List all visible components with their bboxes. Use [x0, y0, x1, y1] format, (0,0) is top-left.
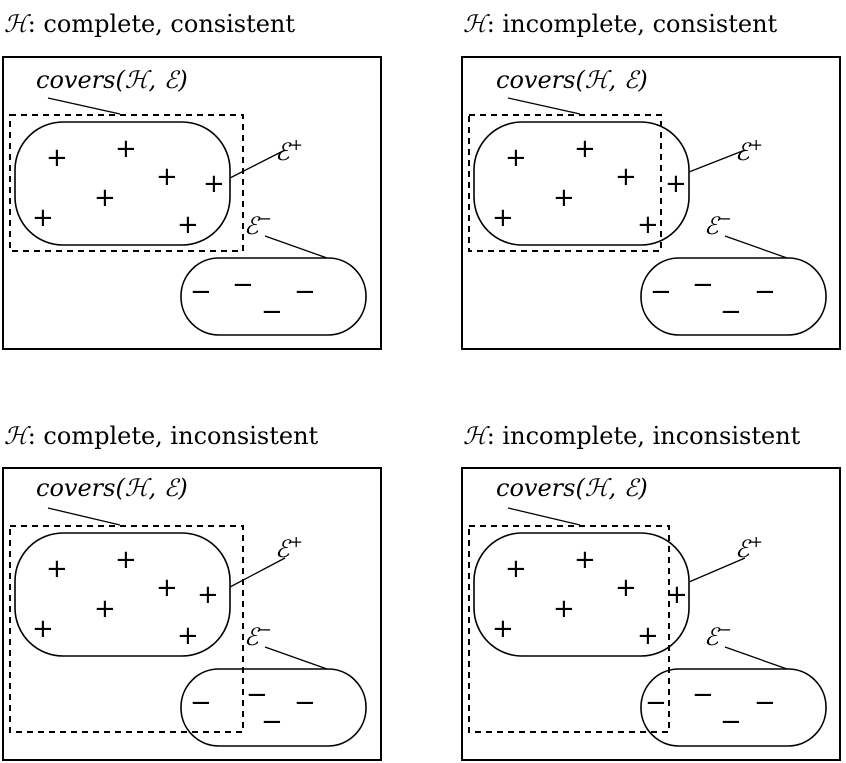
- covers-label: covers(ℋ, ℰ): [496, 66, 648, 94]
- negative-example: −: [645, 688, 667, 718]
- positive-example: +: [637, 210, 659, 240]
- positive-set-leader: [688, 149, 746, 173]
- negative-set-label: ℰ−: [704, 209, 732, 240]
- covers-leader: [507, 507, 581, 526]
- covers-leader: [47, 97, 121, 115]
- negative-example: −: [232, 270, 254, 300]
- positive-set-label: ℰ+: [275, 135, 303, 166]
- covers-region: [468, 114, 662, 252]
- panel-frame: [2, 56, 382, 350]
- negative-set-leader: [264, 646, 328, 670]
- negative-set-leader: [724, 646, 788, 670]
- panel-title: ℋ: complete, consistent: [4, 10, 295, 38]
- positive-set-leader: [229, 149, 286, 179]
- negative-set-label: ℰ−: [244, 620, 272, 651]
- covers-region: [9, 114, 244, 252]
- negative-set-leader: [724, 235, 788, 259]
- negative-example: −: [754, 688, 776, 718]
- positive-example: +: [492, 203, 514, 233]
- panel-incomplete-consistent: ℋ: incomplete, consistent covers(ℋ, ℰ) ℰ…: [461, 10, 841, 350]
- negative-example: −: [720, 297, 742, 327]
- covers-leader: [47, 507, 121, 526]
- positive-example: +: [32, 203, 54, 233]
- covers-leader: [507, 97, 581, 115]
- positive-example: +: [505, 554, 527, 584]
- positive-example: +: [553, 183, 575, 213]
- positive-example: +: [666, 580, 688, 610]
- negative-example: −: [720, 707, 742, 737]
- panel-incomplete-inconsistent: ℋ: incomplete, inconsistent covers(ℋ, ℰ)…: [461, 422, 841, 761]
- positive-set-label: ℰ+: [735, 135, 763, 166]
- positive-set-leader: [688, 557, 746, 583]
- negative-example: −: [190, 688, 212, 718]
- negative-example: −: [190, 277, 212, 307]
- covers-label: covers(ℋ, ℰ): [496, 474, 648, 502]
- positive-example: +: [615, 162, 637, 192]
- positive-set-label: ℰ+: [275, 532, 303, 563]
- negative-example: −: [261, 707, 283, 737]
- covers-region: [468, 525, 670, 733]
- positive-example: +: [115, 134, 137, 164]
- positive-example: +: [574, 545, 596, 575]
- negative-example: −: [246, 680, 268, 710]
- positive-example: +: [94, 183, 116, 213]
- positive-example: +: [156, 573, 178, 603]
- negative-example: −: [754, 277, 776, 307]
- positive-examples-set: [473, 532, 690, 657]
- positive-example: +: [553, 594, 575, 624]
- positive-example: +: [46, 143, 68, 173]
- positive-example: +: [574, 134, 596, 164]
- positive-set-leader: [229, 557, 286, 588]
- positive-example: +: [156, 162, 178, 192]
- negative-example: −: [294, 277, 316, 307]
- covers-label: covers(ℋ, ℰ): [36, 474, 188, 502]
- positive-examples-set: [473, 121, 690, 246]
- negative-examples-set: [180, 668, 367, 747]
- negative-examples-set: [640, 257, 827, 336]
- negative-example: −: [692, 680, 714, 710]
- negative-set-label: ℰ−: [244, 209, 272, 240]
- panel-frame: [461, 467, 841, 761]
- panel-frame: [2, 467, 382, 761]
- positive-example: +: [46, 554, 68, 584]
- panel-title: ℋ: incomplete, consistent: [463, 10, 778, 38]
- positive-set-label: ℰ+: [735, 532, 763, 563]
- positive-example: +: [177, 621, 199, 651]
- positive-examples-set: [14, 121, 231, 246]
- positive-example: +: [637, 621, 659, 651]
- negative-set-label: ℰ−: [704, 620, 732, 651]
- positive-example: +: [203, 169, 225, 199]
- positive-example: +: [115, 545, 137, 575]
- panel-frame: [461, 56, 841, 350]
- covers-region: [9, 525, 244, 733]
- positive-example: +: [32, 614, 54, 644]
- negative-examples-set: [180, 257, 367, 336]
- positive-example: +: [492, 614, 514, 644]
- panel-title: ℋ: incomplete, inconsistent: [463, 422, 801, 450]
- negative-example: −: [650, 277, 672, 307]
- negative-example: −: [692, 270, 714, 300]
- positive-example: +: [94, 594, 116, 624]
- negative-examples-set: [640, 668, 827, 747]
- positive-example: +: [197, 580, 219, 610]
- panel-complete-inconsistent: ℋ: complete, inconsistent covers(ℋ, ℰ) ℰ…: [2, 422, 382, 761]
- panel-complete-consistent: ℋ: complete, consistent covers(ℋ, ℰ) ℰ+ …: [2, 10, 382, 350]
- positive-example: +: [665, 169, 687, 199]
- positive-example: +: [615, 573, 637, 603]
- positive-example: +: [505, 143, 527, 173]
- negative-set-leader: [264, 235, 328, 259]
- positive-example: +: [177, 210, 199, 240]
- negative-example: −: [261, 297, 283, 327]
- positive-examples-set: [14, 532, 231, 657]
- negative-example: −: [294, 688, 316, 718]
- panel-title: ℋ: complete, inconsistent: [4, 422, 319, 450]
- covers-label: covers(ℋ, ℰ): [36, 66, 188, 94]
